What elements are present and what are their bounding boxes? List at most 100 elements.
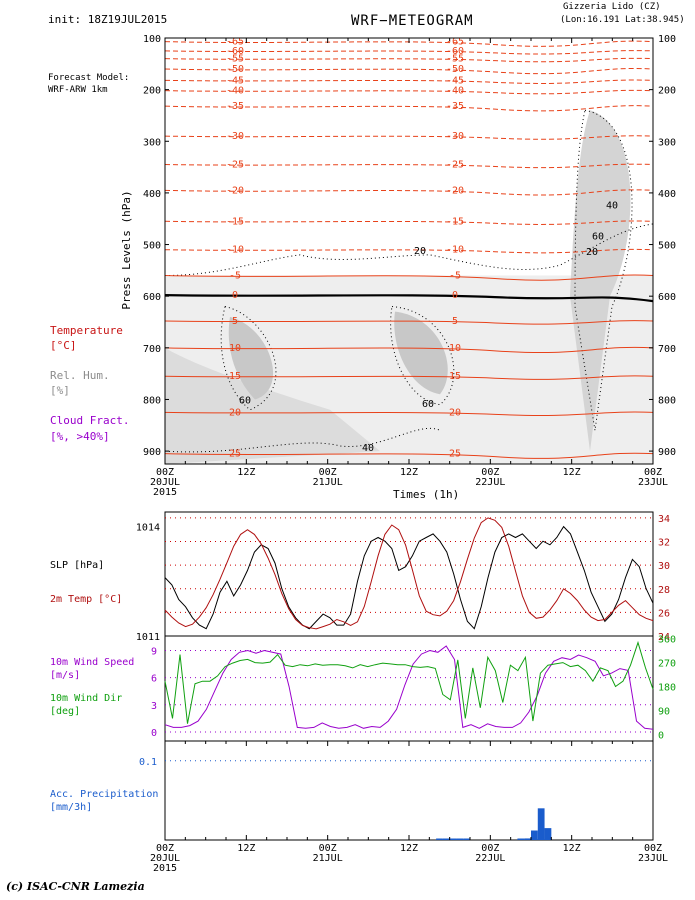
legend-wind-dir: 10m Wind Dir	[50, 693, 123, 704]
slp-tick-label: 1014	[136, 523, 160, 534]
time-tick-label: 12Z	[400, 843, 418, 854]
legend-slp: SLP [hPa]	[50, 560, 105, 571]
temp-isoline-label-b: 25	[449, 449, 461, 460]
temp-isoline-label-b: -20	[446, 185, 464, 196]
temp2m-series-line	[164, 517, 654, 630]
time-tick-label: 00Z	[644, 843, 662, 854]
temp2m-tick-label: 34	[658, 514, 670, 525]
temp-isoline-20	[164, 411, 654, 416]
wind-dir-tick-label: 270	[658, 659, 676, 670]
temp-isoline-label-b: 5	[452, 316, 458, 327]
temp-isoline-label-a: 5	[232, 316, 238, 327]
footer-copyright: (c) ISAC-CNR Lamezia	[6, 880, 145, 893]
temp-isoline-label-b: -10	[446, 245, 464, 256]
temp-isoline-m20	[164, 189, 654, 196]
init-label: init: 18Z19JUL2015	[48, 13, 168, 26]
time-date-label: 20JUL	[150, 853, 180, 864]
relhum-shade-core-3	[570, 110, 631, 452]
time-tick-label: 12Z	[237, 467, 255, 478]
temp-isoline-label-a: 25	[229, 449, 241, 460]
legend-wind-speed-unit: [m/s]	[50, 670, 81, 681]
temp2m-tick-label: 32	[658, 538, 670, 549]
precip-bar	[456, 838, 464, 840]
precip-bar	[463, 838, 470, 840]
upper-ytick-label-right: 800	[658, 395, 676, 406]
precip-bar	[524, 838, 531, 840]
wind-dir-tick-label: 0	[658, 730, 664, 741]
upper-ytick-label-right: 200	[658, 86, 676, 97]
upper-ytick-label-left: 700	[143, 344, 161, 355]
legend-temp2m: 2m Temp [°C]	[50, 594, 123, 605]
wind-speed-tick-label: 0	[151, 728, 157, 739]
temp2m-tick-label: 30	[658, 561, 670, 572]
temp-isoline-label-a: -20	[226, 185, 244, 196]
temp-isoline-label-a: -5	[229, 271, 241, 282]
station-coords: (Lon:16.191 Lat:38.945)	[560, 15, 685, 25]
temp-isoline-label-b: 20	[449, 407, 461, 418]
precip-bar	[442, 838, 450, 840]
temp-isoline-label-a: -25	[226, 160, 244, 171]
legend-precip-unit: [mm/3h]	[50, 802, 93, 813]
relhum-contour-label: 60	[422, 399, 434, 410]
upper-ytick-label-left: 500	[143, 241, 161, 252]
legend-temperature-unit: [°C]	[50, 339, 77, 352]
wind-speed-series-line	[164, 645, 654, 730]
temp-isoline-label-b: 0	[452, 290, 458, 301]
slp-panel-frame	[164, 511, 654, 637]
model-line-1: Forecast Model:	[48, 73, 130, 83]
time-tick-label: 00Z	[644, 467, 662, 478]
precip-tick-label: 0.1	[139, 757, 157, 768]
relhum-contour-60-a	[220, 305, 277, 411]
legend-cloud: Cloud Fract.	[50, 414, 130, 427]
temp-isoline-m50	[164, 68, 654, 75]
time-tick-label: 00Z	[319, 843, 337, 854]
legend-relhum-unit: [%]	[50, 384, 70, 397]
temp-isoline-m10	[164, 248, 654, 254]
station-name: Gizzeria Lido (CZ)	[563, 2, 661, 12]
temp-isoline-label-b: -45	[446, 75, 464, 86]
wind-dir-tick-label: 360	[658, 635, 676, 646]
temp-isoline-m30	[164, 135, 654, 140]
upper-ytick-label-left: 600	[143, 292, 161, 303]
wind-speed-tick-label: 9	[151, 646, 157, 657]
temp-isoline-label-b: 10	[449, 343, 461, 354]
temp-isoline-label-b: -55	[446, 54, 464, 65]
temp-isoline-label-a: -65	[226, 37, 244, 48]
wind-dir-tick-label: 90	[658, 706, 670, 717]
wind-speed-tick-label: 3	[151, 701, 157, 712]
temp-isoline-m40	[164, 89, 654, 95]
time-axis-label: Times (1h)	[393, 488, 460, 501]
precip-panel-frame	[164, 740, 654, 841]
relhum-contour-label: 60	[239, 396, 251, 407]
temp-isoline-m60	[164, 50, 654, 55]
wind-dir-tick-label: 180	[658, 683, 676, 694]
upper-ytick-label-left: 400	[143, 189, 161, 200]
temp2m-tick-label: 24	[658, 632, 670, 643]
relhum-shade-core-2	[394, 311, 448, 395]
upper-ytick-label-right: 900	[658, 447, 676, 458]
temp-isoline-label-a: 0	[232, 290, 238, 301]
upper-ytick-label-left: 100	[143, 34, 161, 45]
temp-isoline-label-a: 15	[229, 371, 241, 382]
legend-temperature: Temperature	[50, 324, 123, 337]
relhum-contour-label: 60	[592, 231, 604, 242]
time-tick-label: 00Z	[481, 843, 499, 854]
time-date-label: 21JUL	[313, 477, 343, 488]
temp-isoline-10	[164, 346, 654, 354]
time-tick-label: 00Z	[156, 467, 174, 478]
temp-isoline-label-b: -50	[446, 64, 464, 75]
relhum-contour-label: 40	[362, 443, 374, 454]
upper-ytick-label-right: 600	[658, 292, 676, 303]
upper-ytick-label-left: 800	[143, 395, 161, 406]
relhum-contour-label: 40	[606, 200, 618, 211]
temp-isoline-m5	[164, 274, 654, 281]
upper-ytick-label-right: 100	[658, 34, 676, 45]
relhum-shade-core-1	[228, 316, 274, 400]
temp-isoline-m65	[164, 40, 654, 47]
time-date-label: 21JUL	[313, 853, 343, 864]
slp-series-line	[164, 525, 654, 630]
temp2m-tick-label: 28	[658, 585, 670, 596]
temp-isoline-label-a: -35	[226, 101, 244, 112]
time-date-label: 20JUL	[150, 477, 180, 488]
